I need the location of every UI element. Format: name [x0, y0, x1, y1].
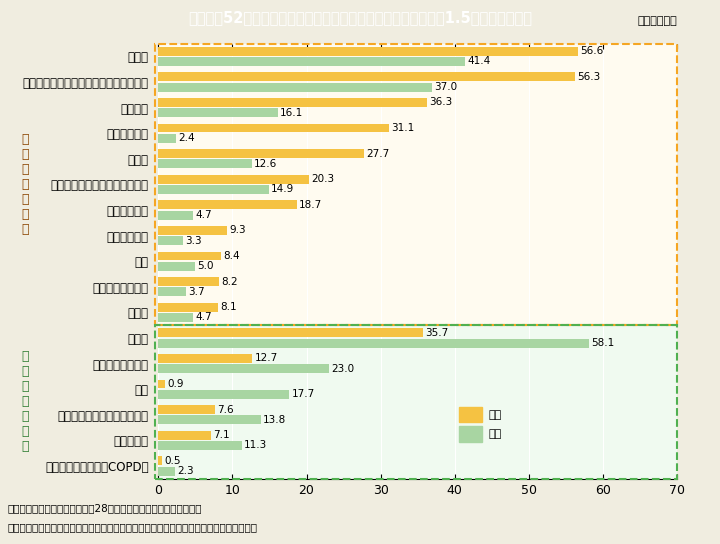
Text: 16.1: 16.1	[280, 108, 303, 118]
Text: 3.3: 3.3	[185, 236, 202, 246]
Bar	[158, 313, 193, 322]
Text: 27.7: 27.7	[366, 149, 389, 159]
Text: 35.7: 35.7	[425, 328, 449, 338]
Bar	[158, 456, 162, 465]
Bar	[158, 211, 193, 220]
Text: 36.3: 36.3	[429, 97, 453, 107]
Bar	[459, 407, 482, 422]
Bar	[158, 159, 252, 168]
Text: 3.7: 3.7	[188, 287, 204, 297]
Text: 8.1: 8.1	[220, 302, 237, 312]
Text: 56.3: 56.3	[577, 72, 600, 82]
Bar	[158, 134, 176, 143]
Bar	[158, 251, 220, 261]
Bar	[158, 287, 186, 296]
Text: 17.7: 17.7	[292, 390, 315, 399]
Bar	[158, 277, 219, 286]
Bar	[158, 354, 253, 363]
Bar	[158, 302, 218, 312]
Text: 9.3: 9.3	[230, 225, 246, 236]
Bar	[158, 44, 677, 325]
Text: 14.9: 14.9	[271, 184, 294, 194]
Text: 12.7: 12.7	[255, 354, 278, 363]
Text: Ｉ－特－52図　通院者率（人口千対）について，男女差が概ね1.5倍以上あるもの: Ｉ－特－52図 通院者率（人口千対）について，男女差が概ね1.5倍以上あるもの	[188, 10, 532, 25]
Bar	[158, 57, 465, 66]
Text: 12.6: 12.6	[254, 159, 277, 169]
Bar	[158, 185, 269, 194]
Text: 2.3: 2.3	[178, 466, 194, 476]
Bar	[158, 338, 589, 348]
Bar	[158, 416, 261, 424]
Bar	[158, 226, 228, 235]
Text: 女性: 女性	[488, 410, 501, 420]
Bar	[158, 98, 427, 107]
Text: 18.7: 18.7	[299, 200, 323, 210]
Bar	[158, 72, 575, 81]
Text: 37.0: 37.0	[435, 82, 458, 92]
Text: 0.9: 0.9	[167, 379, 184, 389]
Text: 11.3: 11.3	[244, 441, 268, 450]
Text: 0.5: 0.5	[164, 456, 181, 466]
Text: 5.0: 5.0	[198, 261, 214, 271]
Bar	[158, 431, 211, 440]
Text: 男性: 男性	[488, 429, 501, 440]
Bar	[158, 467, 176, 475]
Text: 4.7: 4.7	[195, 312, 212, 323]
Text: 23.0: 23.0	[331, 363, 354, 374]
Bar	[158, 325, 677, 479]
Text: 31.1: 31.1	[391, 123, 414, 133]
Text: 男
性
に
多
い
疾
患: 男 性 に 多 い 疾 患	[22, 350, 29, 453]
Text: 56.6: 56.6	[580, 46, 603, 56]
Text: 7.6: 7.6	[217, 405, 233, 415]
Text: （人口千対）: （人口千対）	[637, 16, 677, 26]
Bar	[158, 262, 195, 271]
Bar	[158, 390, 289, 399]
Text: 58.1: 58.1	[591, 338, 614, 348]
Bar	[158, 175, 309, 184]
Text: ２．通院者には入院者は含まないが，分母となる世帯人員数には入院者を含む。: ２．通院者には入院者は含まないが，分母となる世帯人員数には入院者を含む。	[7, 522, 257, 532]
Bar	[158, 441, 242, 450]
Bar	[158, 108, 278, 117]
Bar	[158, 380, 165, 388]
Text: （備考）１．厚生労働省「平成28年国民生活基礎調査」より作成。: （備考）１．厚生労働省「平成28年国民生活基礎調査」より作成。	[7, 503, 202, 513]
Bar	[158, 83, 433, 91]
Bar	[158, 47, 577, 55]
Text: 女
性
に
多
い
疾
患: 女 性 に 多 い 疾 患	[22, 133, 29, 236]
Text: 8.4: 8.4	[222, 251, 240, 261]
Text: 4.7: 4.7	[195, 210, 212, 220]
Text: 20.3: 20.3	[311, 174, 334, 184]
Text: 8.2: 8.2	[221, 276, 238, 287]
Bar	[158, 149, 364, 158]
Bar	[158, 405, 215, 414]
Bar	[459, 426, 482, 442]
Text: 2.4: 2.4	[179, 133, 195, 143]
Bar	[158, 236, 183, 245]
Text: 7.1: 7.1	[213, 430, 230, 440]
Bar	[158, 123, 389, 133]
Bar	[158, 364, 329, 373]
Bar	[158, 329, 423, 337]
Text: 13.8: 13.8	[263, 415, 286, 425]
Bar	[158, 200, 297, 209]
Text: 41.4: 41.4	[467, 57, 490, 66]
